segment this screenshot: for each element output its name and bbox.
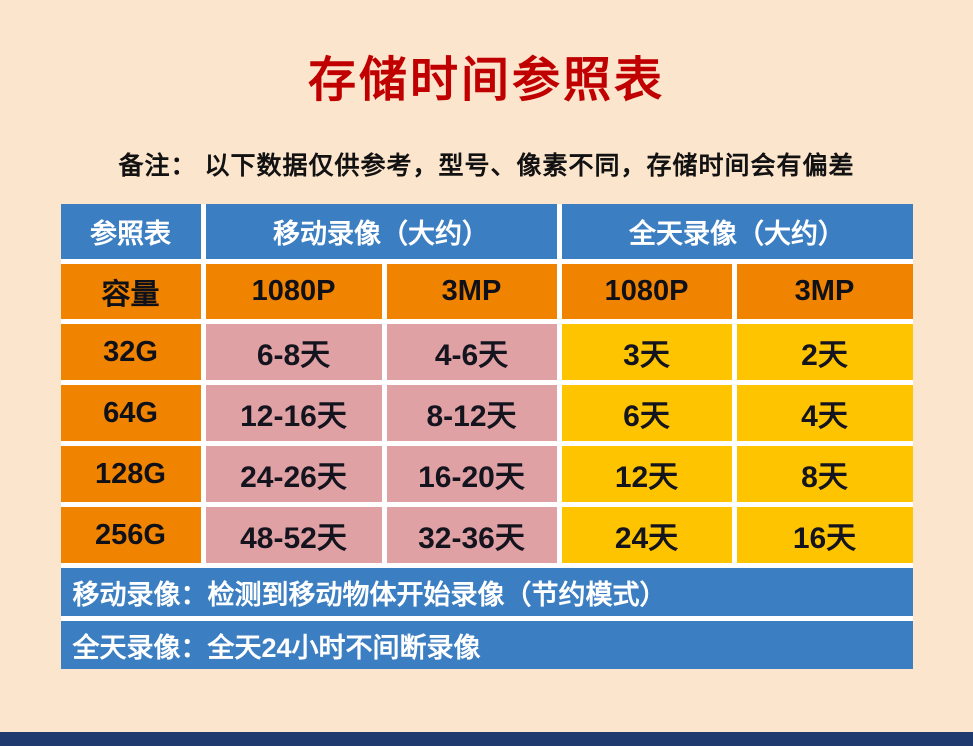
motion-1080p-cell: 24-26天	[205, 446, 382, 502]
header-motion-recording: 移动录像（大约）	[205, 204, 557, 259]
subheader-allday-3mp: 3MP	[736, 264, 913, 319]
page-title: 存储时间参照表	[307, 54, 665, 107]
allday-1080p-cell: 12天	[561, 446, 732, 502]
subheader-motion-1080p: 1080P	[205, 264, 382, 319]
header-reference: 参照表	[60, 204, 201, 259]
allday-1080p-cell: 24天	[561, 507, 732, 563]
allday-3mp-cell: 4天	[736, 385, 913, 441]
allday-3mp-cell: 16天	[736, 507, 913, 563]
subheader-motion-3mp: 3MP	[386, 264, 557, 319]
motion-3mp-cell: 8-12天	[386, 385, 557, 441]
allday-3mp-cell: 2天	[736, 324, 913, 380]
motion-3mp-cell: 16-20天	[386, 446, 557, 502]
capacity-cell: 32G	[60, 324, 201, 380]
motion-1080p-cell: 48-52天	[205, 507, 382, 563]
capacity-cell: 256G	[60, 507, 201, 563]
allday-1080p-cell: 3天	[561, 324, 732, 380]
motion-3mp-cell: 4-6天	[386, 324, 557, 380]
capacity-cell: 128G	[60, 446, 201, 502]
allday-1080p-cell: 6天	[561, 385, 732, 441]
storage-time-table: 参照表 移动录像（大约） 全天录像（大约） 容量 1080P 3MP 1080P…	[60, 204, 913, 669]
bottom-strip	[0, 732, 973, 746]
subheader-allday-1080p: 1080P	[561, 264, 732, 319]
motion-3mp-cell: 32-36天	[386, 507, 557, 563]
motion-1080p-cell: 6-8天	[205, 324, 382, 380]
header-allday-recording: 全天录像（大约）	[561, 204, 913, 259]
allday-3mp-cell: 8天	[736, 446, 913, 502]
subheader-capacity: 容量	[60, 264, 201, 319]
footnote-allday-recording: 全天录像：全天24小时不间断录像	[60, 621, 913, 669]
footnote-motion-recording: 移动录像：检测到移动物体开始录像（节约模式）	[60, 568, 913, 616]
note-text: 备注： 以下数据仅供参考，型号、像素不同，存储时间会有偏差	[118, 152, 855, 180]
capacity-cell: 64G	[60, 385, 201, 441]
motion-1080p-cell: 12-16天	[205, 385, 382, 441]
